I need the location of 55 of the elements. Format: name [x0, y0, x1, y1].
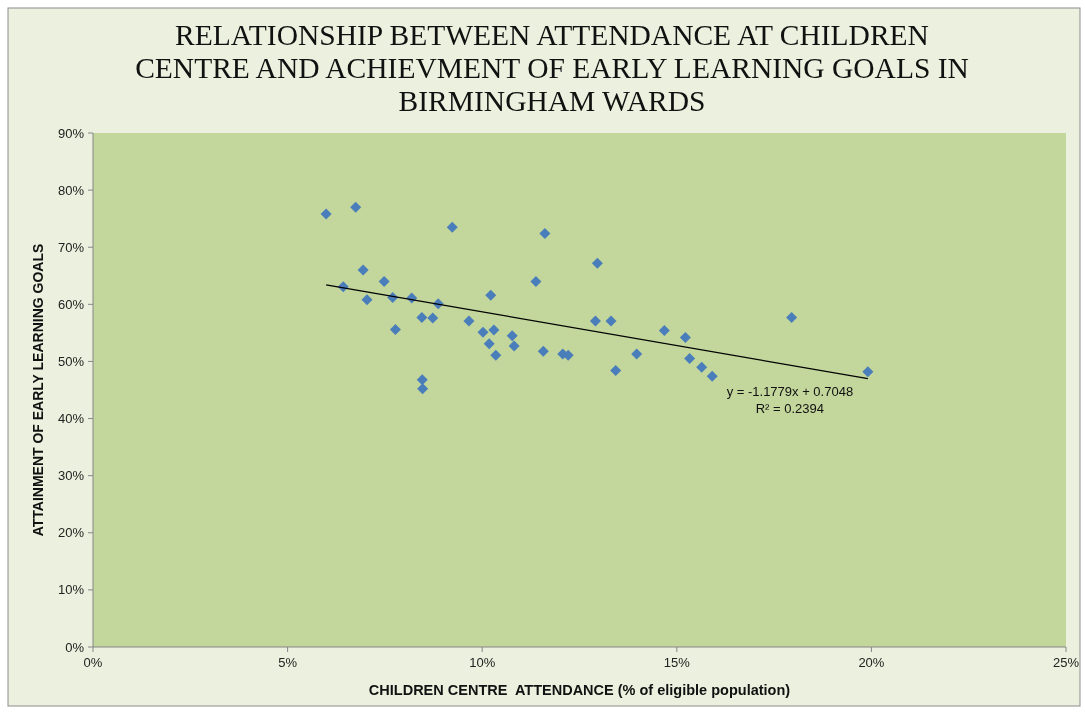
point	[631, 348, 643, 360]
point	[417, 383, 429, 395]
point	[679, 331, 691, 343]
point	[591, 257, 603, 269]
point	[416, 311, 428, 323]
y-tick-label: 50%	[57, 353, 85, 369]
point	[589, 315, 601, 327]
point	[416, 374, 428, 386]
x-tick-label: 15%	[663, 655, 691, 670]
point	[539, 228, 551, 240]
y-tick-label: 60%	[57, 296, 85, 312]
point	[488, 324, 500, 336]
point	[320, 208, 332, 220]
point	[389, 323, 401, 335]
annotation: R² = 0.2394	[755, 401, 825, 417]
point	[786, 311, 798, 323]
x-tick-label: 20%	[858, 655, 885, 670]
x-tick-label: 10%	[469, 655, 496, 670]
y-tick-label: 30%	[57, 468, 85, 484]
x-tick-label: 25%	[1052, 655, 1080, 670]
point	[483, 338, 495, 350]
point	[706, 370, 718, 382]
point	[610, 365, 622, 377]
point	[537, 345, 549, 357]
x-tick-label: 5%	[278, 655, 298, 670]
point	[508, 340, 520, 352]
y-tick-label: 90%	[57, 125, 85, 141]
y-tick-label: 80%	[57, 182, 85, 198]
y-axis-title: ATTAINMENT OF EARLY LEARNING GOALS	[30, 243, 46, 537]
point	[427, 312, 439, 324]
point	[378, 275, 390, 287]
point	[530, 275, 542, 287]
point	[490, 349, 502, 361]
point	[463, 315, 475, 327]
y-tick-label: 70%	[57, 239, 85, 255]
point	[862, 366, 874, 378]
point	[696, 361, 708, 373]
y-tick-label: 40%	[57, 411, 85, 427]
y-tick-label: 20%	[57, 525, 85, 541]
point	[361, 294, 373, 306]
annotation: y = -1.1779x + 0.7048	[726, 384, 854, 400]
y-tick-label: 10%	[57, 582, 85, 598]
point	[485, 289, 497, 301]
point	[477, 326, 489, 338]
point	[658, 325, 670, 337]
point	[350, 201, 362, 213]
x-axis-title: CHILDREN CENTRE ATTENDANCE (% of eligible population)	[368, 682, 791, 698]
point	[357, 264, 369, 276]
y-tick-label: 0%	[65, 639, 85, 655]
point	[506, 330, 518, 342]
chart-title: RELATIONSHIP BETWEEN ATTENDANCE AT CHILDREN CENTRE AND ACHIEVMENT OF EARLY LEARNING GOALS IN BIRMINGHAM WARDS	[135, 19, 969, 117]
point	[684, 353, 696, 365]
x-tick-label: 0%	[83, 655, 103, 670]
point	[446, 221, 458, 233]
point	[605, 315, 617, 327]
